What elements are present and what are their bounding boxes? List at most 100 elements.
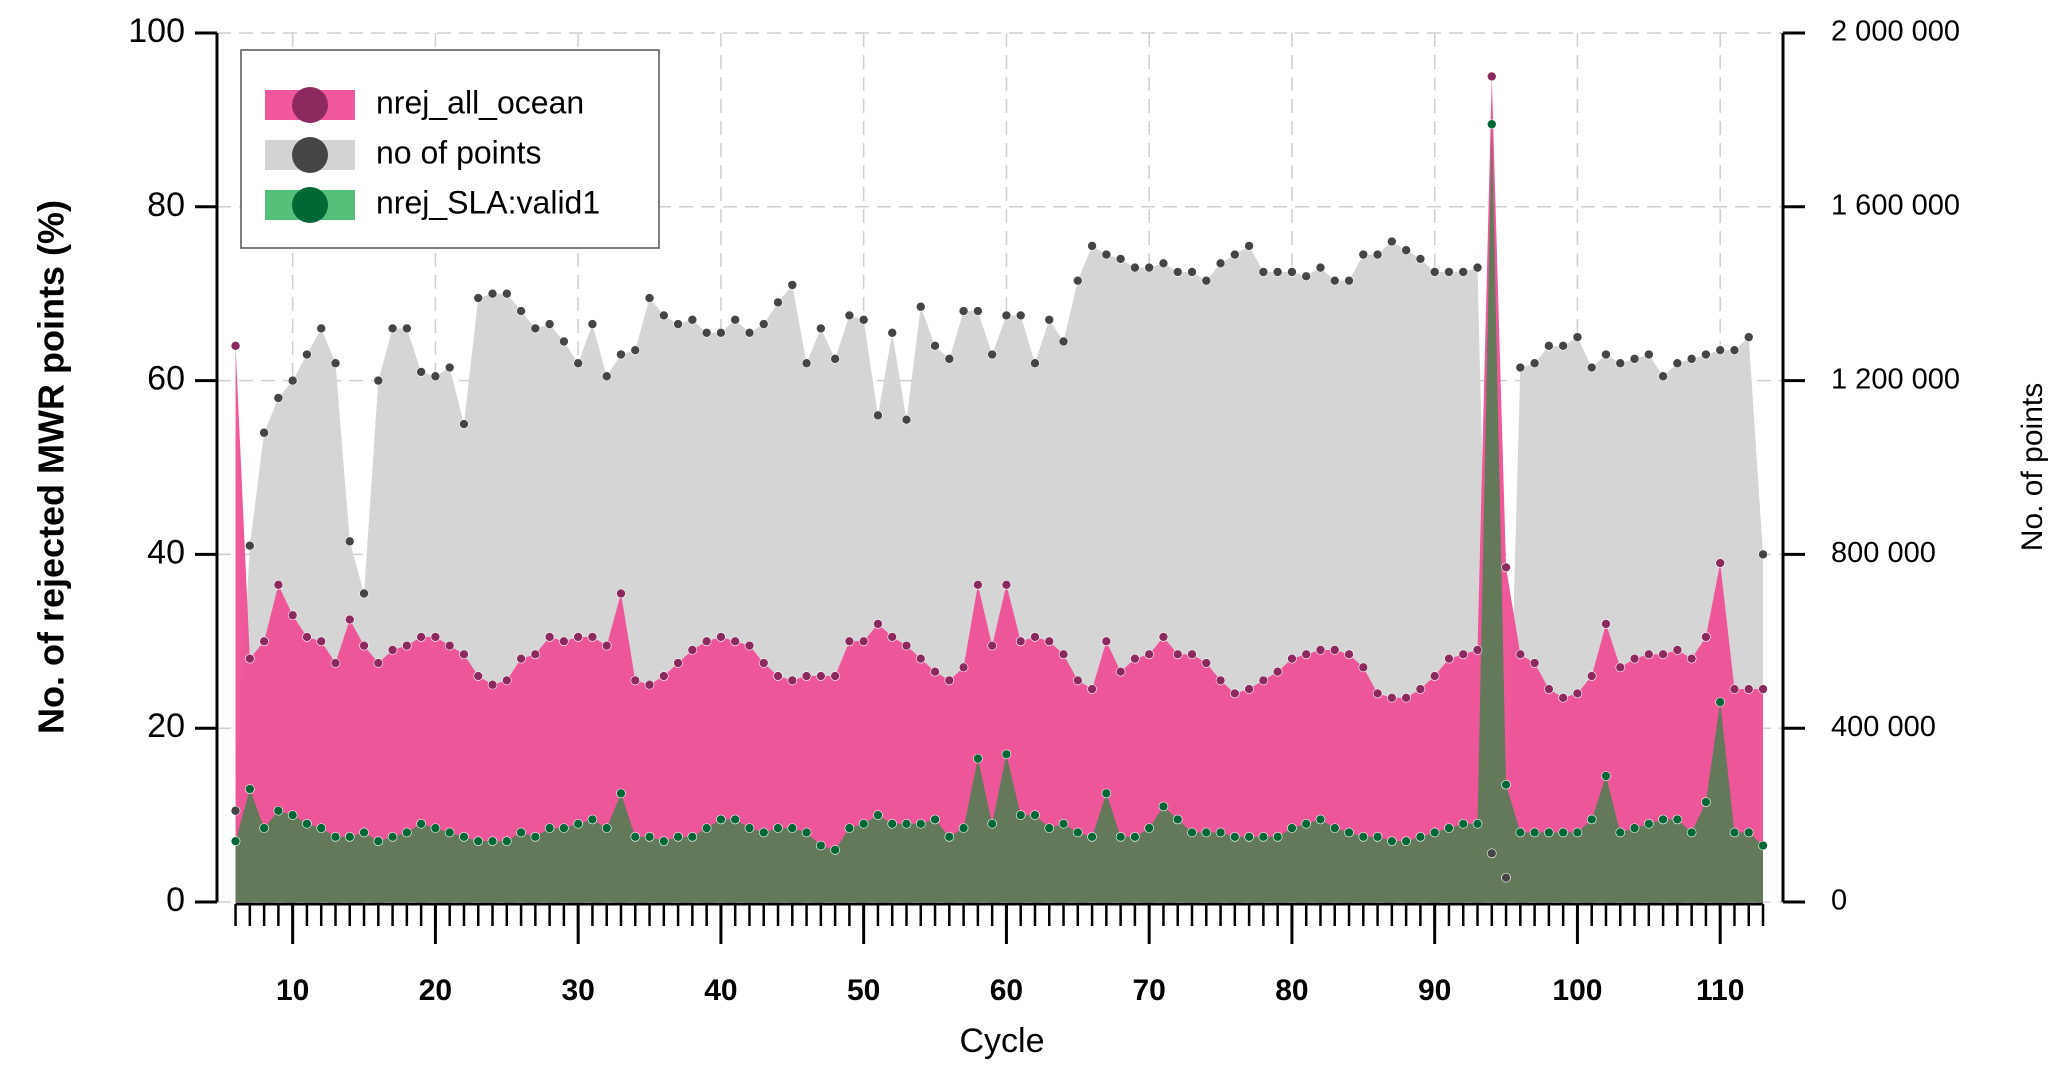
data-point <box>416 632 426 642</box>
data-point <box>930 814 940 825</box>
data-point <box>1658 814 1668 825</box>
data-point <box>1472 262 1483 273</box>
data-point <box>1187 827 1197 838</box>
data-point <box>1529 658 1540 668</box>
data-point <box>530 649 541 660</box>
data-point <box>587 632 598 642</box>
data-point <box>1444 823 1454 833</box>
data-point <box>1387 692 1397 703</box>
data-point <box>887 818 898 829</box>
data-point <box>1644 349 1654 360</box>
data-point <box>1715 558 1725 568</box>
data-point <box>487 836 498 846</box>
data-point <box>1044 823 1055 833</box>
data-point <box>915 301 926 312</box>
legend-marker <box>292 187 328 223</box>
data-point <box>1529 358 1540 369</box>
data-point <box>1301 818 1312 829</box>
data-point <box>1544 827 1554 838</box>
data-point <box>1658 649 1668 660</box>
data-point <box>1729 684 1740 694</box>
data-point <box>1515 827 1526 838</box>
data-point <box>673 832 683 842</box>
data-point <box>1015 636 1026 647</box>
data-point <box>973 753 983 764</box>
data-point <box>344 536 355 547</box>
data-point <box>1444 653 1454 664</box>
data-point <box>1601 771 1611 781</box>
data-point <box>487 288 498 299</box>
data-point <box>387 645 398 655</box>
data-point <box>830 671 840 681</box>
data-point <box>373 658 384 668</box>
data-point <box>1644 649 1654 660</box>
data-point <box>1629 653 1640 664</box>
data-point <box>716 814 726 825</box>
legend-marker <box>292 87 328 123</box>
data-point <box>1215 258 1226 269</box>
data-point <box>1472 645 1483 655</box>
data-point <box>473 836 484 846</box>
data-point <box>1686 827 1697 838</box>
data-point <box>787 823 798 833</box>
x-tick-label: 60 <box>990 974 1023 1007</box>
data-point <box>1629 823 1640 833</box>
data-point <box>1701 632 1711 642</box>
data-point <box>1615 358 1626 369</box>
data-point <box>373 375 384 386</box>
data-point <box>1729 827 1740 838</box>
data-point <box>544 632 555 642</box>
y2-tick-label: 800 000 <box>1831 537 1936 569</box>
data-point <box>1615 662 1626 673</box>
data-point <box>1743 827 1754 838</box>
data-point <box>544 319 555 329</box>
data-point <box>1172 814 1183 825</box>
data-point <box>245 540 255 551</box>
legend-label: nrej_all_ocean <box>376 84 584 120</box>
data-point <box>887 328 898 338</box>
data-point <box>1158 632 1169 642</box>
data-point <box>1230 688 1240 699</box>
data-point <box>1244 241 1254 251</box>
data-point <box>1415 832 1426 842</box>
y-tick-label: 40 <box>147 533 185 571</box>
data-point <box>1558 827 1568 838</box>
data-point <box>501 288 512 299</box>
data-point <box>601 640 612 651</box>
data-point <box>402 640 412 651</box>
y2-tick-label: 1 600 000 <box>1831 189 1960 221</box>
data-point <box>1287 267 1297 277</box>
data-point <box>1358 249 1369 260</box>
data-point <box>915 653 926 664</box>
data-point <box>402 323 412 334</box>
data-point <box>1401 692 1411 703</box>
data-point <box>616 588 626 599</box>
data-point <box>302 349 312 360</box>
data-point <box>1272 832 1283 842</box>
data-point <box>1672 358 1683 369</box>
data-point <box>630 832 641 842</box>
data-point <box>273 393 284 403</box>
data-point <box>359 588 369 599</box>
data-point <box>1058 818 1069 829</box>
data-point <box>587 319 598 329</box>
y2-tick-label: 400 000 <box>1831 711 1936 743</box>
data-point <box>444 640 455 651</box>
y-axis-title: No. of rejected MWR points (%) <box>31 200 72 734</box>
data-point <box>1130 262 1140 273</box>
data-point <box>844 636 855 647</box>
data-point <box>1572 688 1583 699</box>
data-point <box>944 675 955 686</box>
data-point <box>1030 810 1040 820</box>
data-point <box>1586 814 1597 825</box>
data-point <box>1458 267 1469 277</box>
data-point <box>1558 692 1568 703</box>
data-point <box>930 666 940 677</box>
data-point <box>1501 562 1511 573</box>
data-point <box>273 805 284 816</box>
x-tick-label: 90 <box>1418 974 1451 1007</box>
data-point <box>1701 349 1711 360</box>
data-point <box>1001 310 1012 321</box>
data-point <box>516 306 526 316</box>
